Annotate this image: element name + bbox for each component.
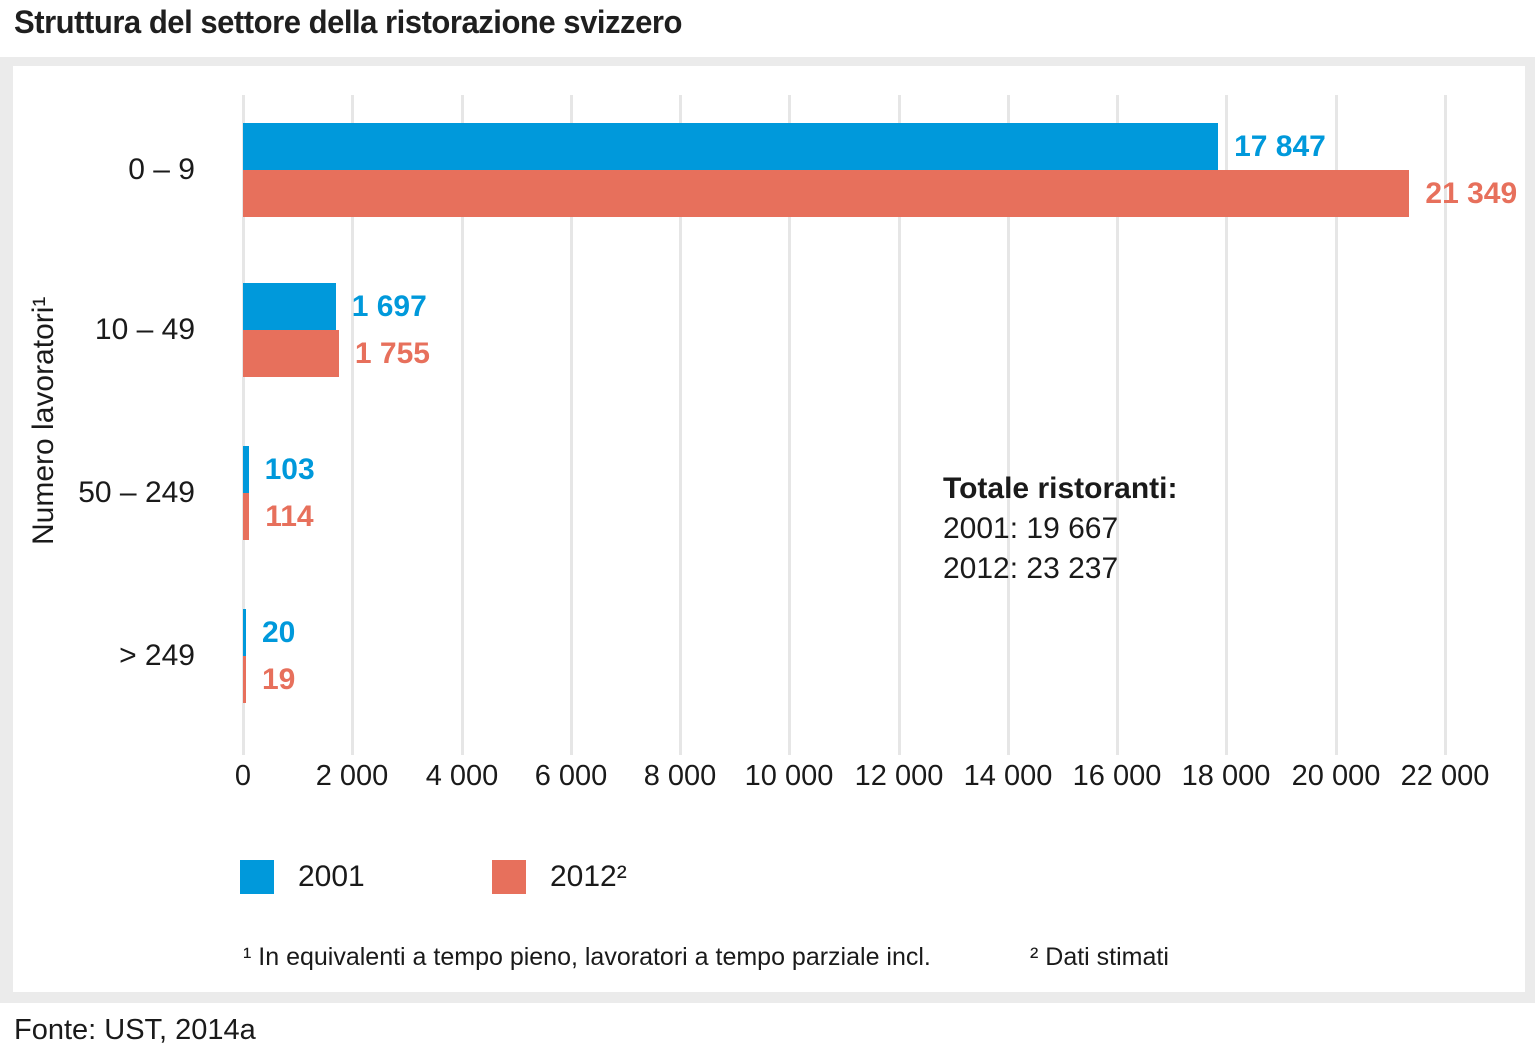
- bar-value-label: 19: [262, 663, 296, 696]
- gridline-20000: [1335, 95, 1338, 755]
- bar-2001-row0: [243, 123, 1219, 170]
- totals-annotation-line-2001: 2001: 19 667: [943, 512, 1119, 545]
- bar-value-label: 1 755: [354, 337, 430, 370]
- gridline-2000: [351, 95, 354, 755]
- footnote-1: ¹ In equivalenti a tempo pieno, lavorato…: [243, 943, 931, 971]
- gridline-4000: [461, 95, 464, 755]
- category-label: 50 – 249: [78, 476, 195, 509]
- x-tick-label: 18 000: [1181, 760, 1271, 792]
- legend: 2001 2012²: [13, 858, 1525, 894]
- bar-value-label: 17 847: [1234, 130, 1326, 163]
- gridline-12000: [898, 95, 901, 755]
- plot-card: 0 – 9 17 847 21 349 10 – 49 1 697 1 755 50 – 2…: [13, 66, 1525, 992]
- x-tick-label: 2 000: [315, 760, 389, 792]
- legend-swatch-2001: [240, 860, 274, 894]
- x-tick-label: 22 000: [1400, 760, 1490, 792]
- bar-value-label: 1 697: [351, 290, 427, 323]
- legend-label-2012: 2012²: [550, 860, 627, 893]
- x-tick-label: 20 000: [1291, 760, 1381, 792]
- bar-2012-row2: [243, 493, 250, 540]
- x-tick-label: 12 000: [854, 760, 944, 792]
- bar-2001-row3: [243, 609, 246, 656]
- bar-2012-row0: [243, 170, 1410, 217]
- x-tick-label: 0: [234, 760, 252, 792]
- bar-value-label: 114: [265, 500, 314, 533]
- y-axis-title: Numero lavoratori¹: [27, 296, 60, 546]
- bar-2012-row1: [243, 330, 339, 377]
- gridline-16000: [1116, 95, 1119, 755]
- gridline-22000: [1444, 95, 1447, 755]
- chart-title: Struttura del settore della ristorazione…: [14, 4, 682, 40]
- x-tick-label: 10 000: [744, 760, 834, 792]
- bar-2001-row2: [243, 446, 249, 493]
- totals-annotation-title: Totale ristoranti:: [943, 472, 1178, 505]
- category-label: > 249: [119, 639, 195, 672]
- bar-value-label: 103: [264, 453, 315, 486]
- gridline-18000: [1225, 95, 1228, 755]
- legend-swatch-2012: [492, 860, 526, 894]
- bar-value-label: 21 349: [1425, 177, 1518, 210]
- bar-2001-row1: [243, 283, 336, 330]
- footnote-2: ² Dati stimati: [1030, 943, 1169, 971]
- x-tick-label: 6 000: [534, 760, 608, 792]
- x-tick-label: 16 000: [1072, 760, 1162, 792]
- gridline-14000: [1007, 95, 1010, 755]
- gridline-0: [242, 95, 245, 755]
- gridline-6000: [570, 95, 573, 755]
- legend-label-2001: 2001: [298, 860, 365, 893]
- totals-annotation-line-2012: 2012: 23 237: [943, 552, 1119, 585]
- x-tick-label: 14 000: [963, 760, 1053, 792]
- x-tick-label: 8 000: [643, 760, 717, 792]
- bar-2012-row3: [243, 656, 246, 703]
- bar-value-label: 20: [262, 616, 296, 649]
- gridline-8000: [679, 95, 682, 755]
- totals-annotation: Totale ristoranti: 2001: 19 667 2012: 23…: [943, 469, 1177, 589]
- gridline-10000: [788, 95, 791, 755]
- x-tick-label: 4 000: [425, 760, 499, 792]
- chart-panel: 0 – 9 17 847 21 349 10 – 49 1 697 1 755 50 – 2…: [0, 57, 1535, 1003]
- category-label: 0 – 9: [128, 153, 195, 186]
- source-text: Fonte: UST, 2014a: [14, 1014, 256, 1046]
- category-label: 10 – 49: [94, 313, 195, 346]
